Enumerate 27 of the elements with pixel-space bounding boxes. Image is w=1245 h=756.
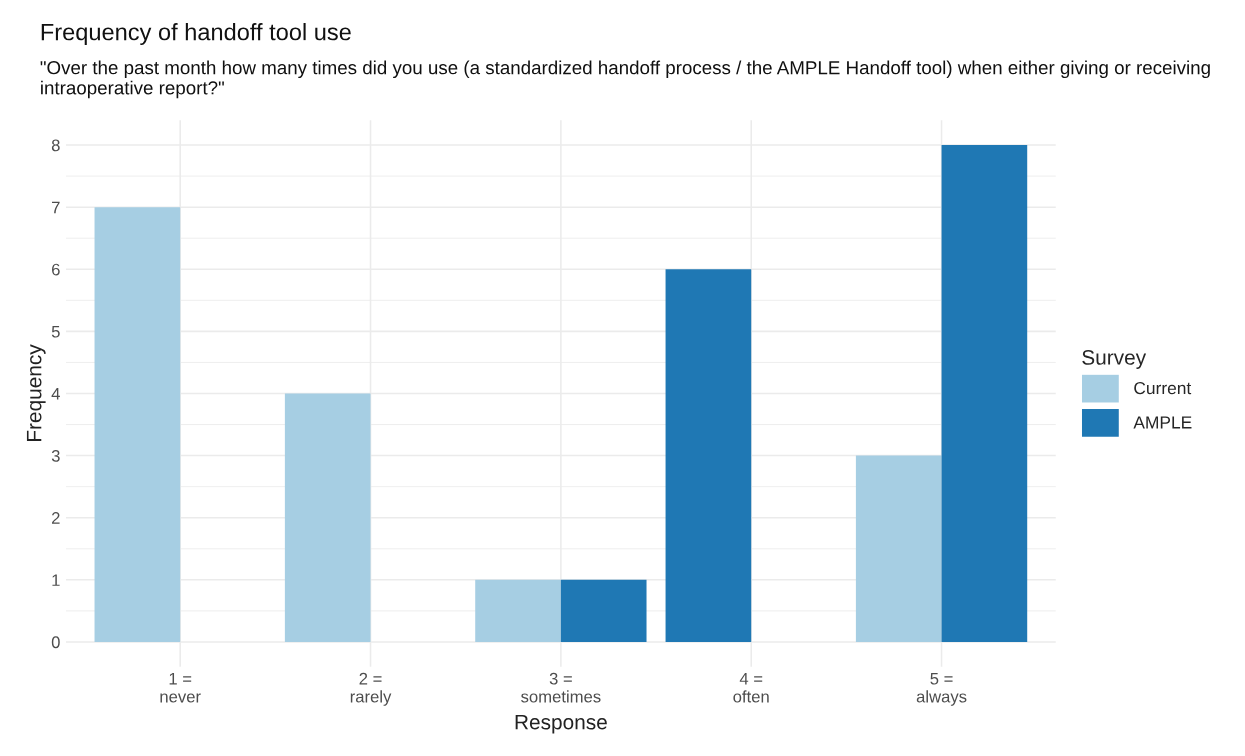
y-tick-label: 5: [51, 325, 60, 338]
y-tick-label: 0: [51, 636, 60, 649]
legend-label: AMPLE: [1133, 416, 1192, 429]
chart-title: Frequency of handoff tool use: [41, 23, 351, 46]
x-tick-label: 1 = never: [160, 672, 201, 703]
y-axis-title: Frequency: [26, 344, 46, 441]
bar: [284, 393, 371, 642]
y-tick-label: 2: [52, 512, 60, 524]
y-tick-label: 7: [52, 201, 60, 214]
x-tick-label: 3 = sometimes: [521, 672, 601, 703]
bar: [560, 579, 647, 642]
y-tick-label: 3: [51, 450, 60, 462]
bar: [94, 207, 181, 642]
y-tick-label: 4: [51, 388, 60, 400]
x-axis-title: Response: [515, 714, 607, 734]
bar: [941, 145, 1028, 642]
chart-subtitle: "Over the past month how many times did you use (a standardized handoff process / the AMPLE Handoff tool) when either giving or receiving intraoperative report?": [40, 60, 1210, 99]
y-tick-label: 6: [52, 263, 60, 276]
x-tick-label: 4 = often: [733, 672, 769, 703]
x-tick-label: 2 = rarely: [350, 672, 392, 706]
bar: [475, 579, 561, 642]
x-tick-label: 5 = always: [916, 672, 967, 706]
bar: [855, 455, 942, 642]
legend-label: Current: [1134, 381, 1192, 395]
y-tick-label: 8: [51, 139, 60, 152]
legend-title: Survey: [1082, 350, 1147, 369]
y-tick-label: 1: [52, 574, 60, 586]
